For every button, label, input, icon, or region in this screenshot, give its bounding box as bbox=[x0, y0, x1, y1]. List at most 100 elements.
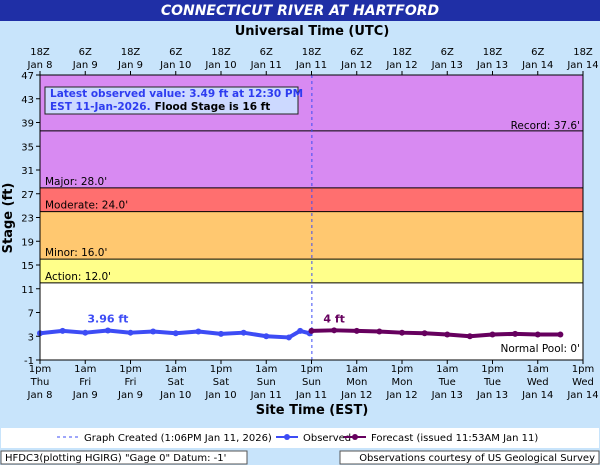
x2-tick-label: Jan 9 bbox=[72, 60, 98, 71]
x-tick-label: Mon bbox=[391, 377, 412, 388]
x-tick-label: Jan 11 bbox=[295, 390, 327, 401]
x-tick-label: 1am bbox=[436, 364, 458, 375]
series-point bbox=[466, 333, 473, 340]
series-point bbox=[376, 328, 383, 335]
legend-label: Graph Created (1:06PM Jan 11, 2026) bbox=[84, 433, 272, 444]
y-tick-label: 27 bbox=[21, 190, 34, 201]
info-line: Latest observed value: 3.49 ft at 12:30 … bbox=[50, 88, 303, 100]
series-point bbox=[399, 329, 405, 336]
x-tick-label: 1am bbox=[74, 364, 96, 375]
x2-tick-label: 6Z bbox=[441, 47, 454, 58]
band-label: Action: 12.0' bbox=[45, 271, 111, 283]
y-tick-label: 23 bbox=[21, 214, 34, 225]
footer-right-box bbox=[339, 450, 600, 465]
footer-right: Observations courtesy of US Geological S… bbox=[359, 453, 595, 464]
x-tick-label: 1pm bbox=[572, 364, 594, 375]
value-label: 4 ft bbox=[323, 312, 345, 325]
x2-tick-label: 18Z bbox=[392, 47, 412, 58]
x2-tick-label: 6Z bbox=[260, 47, 273, 58]
series-line bbox=[39, 328, 311, 340]
series-point bbox=[297, 327, 304, 334]
series-point bbox=[557, 331, 564, 338]
series-point bbox=[150, 328, 157, 335]
x-tick-label: Sat bbox=[213, 377, 229, 388]
x-tick-label: Sun bbox=[302, 377, 321, 388]
series-point bbox=[331, 327, 338, 334]
x2-tick-label: Jan 12 bbox=[385, 60, 417, 71]
series-point bbox=[489, 331, 496, 338]
title-bar bbox=[0, 0, 600, 21]
x2-tick-label: 18Z bbox=[573, 47, 593, 58]
x-axis-title: Site Time (EST) bbox=[256, 403, 369, 418]
series-point bbox=[104, 327, 111, 334]
y-tick-label: 19 bbox=[21, 237, 34, 248]
series-point bbox=[308, 327, 315, 334]
x-tick-label: Jan 9 bbox=[72, 390, 98, 401]
flood-band bbox=[40, 187, 583, 212]
x2-tick-label: 6Z bbox=[79, 47, 92, 58]
info-date: EST 11-Jan-2026. bbox=[50, 101, 151, 113]
legend-label: Forecast (issued 11:53AM Jan 11) bbox=[371, 433, 538, 444]
band-label: Moderate: 24.0' bbox=[45, 200, 128, 212]
series-point bbox=[195, 328, 202, 335]
x2-tick-label: 18Z bbox=[121, 47, 141, 58]
x-tick-label: Sat bbox=[168, 377, 184, 388]
x-tick-label: Jan 9 bbox=[117, 390, 143, 401]
y-axis-title: Stage (ft) bbox=[1, 183, 16, 254]
x-tick-label: 1pm bbox=[391, 364, 413, 375]
x-tick-label: Jan 11 bbox=[250, 390, 282, 401]
x2-tick-label: Jan 11 bbox=[295, 60, 327, 71]
band-label: Major: 28.0' bbox=[45, 176, 107, 188]
legend-label: Observed bbox=[303, 433, 351, 444]
x-tick-label: Jan 10 bbox=[204, 390, 236, 401]
legend-marker bbox=[284, 434, 290, 440]
x2-tick-label: Jan 14 bbox=[521, 60, 553, 71]
x2-tick-label: Jan 10 bbox=[204, 60, 236, 71]
x-tick-label: Wed bbox=[527, 377, 549, 388]
y-tick-label: 31 bbox=[21, 166, 34, 177]
x-tick-label: Jan 8 bbox=[27, 390, 53, 401]
x-tick-label: Jan 12 bbox=[340, 390, 372, 401]
x-tick-label: Jan 10 bbox=[159, 390, 191, 401]
x2-tick-label: Jan 10 bbox=[159, 60, 191, 71]
x-tick-label: 1pm bbox=[300, 364, 322, 375]
y-tick-label: 47 bbox=[21, 71, 34, 82]
value-label: 3.96 ft bbox=[87, 313, 128, 326]
chart-title: CONNECTICUT RIVER AT HARTFORD bbox=[161, 3, 439, 19]
x-tick-label: Fri bbox=[79, 377, 91, 388]
x-tick-label: 1pm bbox=[29, 364, 51, 375]
series-point bbox=[240, 329, 247, 336]
y-tick-label: 7 bbox=[28, 309, 34, 320]
series-point bbox=[82, 329, 89, 336]
x-tick-label: Sun bbox=[257, 377, 276, 388]
x2-tick-label: Jan 8 bbox=[27, 60, 53, 71]
info-box bbox=[44, 86, 299, 115]
x2-tick-label: 6Z bbox=[531, 47, 544, 58]
top-axis-title: Universal Time (UTC) bbox=[235, 24, 390, 39]
series-point bbox=[59, 327, 66, 334]
footer-left-box bbox=[0, 450, 248, 465]
x-tick-label: Jan 13 bbox=[476, 390, 508, 401]
series-point bbox=[263, 333, 270, 340]
x-tick-label: Thu bbox=[30, 377, 50, 388]
x2-tick-label: 6Z bbox=[169, 47, 182, 58]
series-point bbox=[512, 330, 519, 337]
series-point bbox=[172, 330, 179, 337]
y-tick-label: -1 bbox=[24, 356, 34, 367]
x-tick-label: Jan 12 bbox=[385, 390, 417, 401]
x2-tick-label: Jan 13 bbox=[431, 60, 463, 71]
series-point bbox=[353, 327, 360, 334]
legend-marker bbox=[352, 434, 358, 440]
footer-left: HFDC3(plotting HGIRG) "Gage 0" Datum: -1… bbox=[5, 453, 226, 464]
legend-box bbox=[1, 428, 599, 448]
x-tick-label: Jan 13 bbox=[431, 390, 463, 401]
x2-tick-label: 18Z bbox=[302, 47, 322, 58]
series-point bbox=[534, 331, 541, 338]
x2-tick-label: Jan 13 bbox=[476, 60, 508, 71]
x-tick-label: 1pm bbox=[481, 364, 503, 375]
x-tick-label: 1am bbox=[527, 364, 549, 375]
x-tick-label: Tue bbox=[438, 377, 456, 388]
series-point bbox=[421, 330, 428, 337]
series-point bbox=[444, 331, 451, 338]
x-tick-label: Fri bbox=[125, 377, 137, 388]
